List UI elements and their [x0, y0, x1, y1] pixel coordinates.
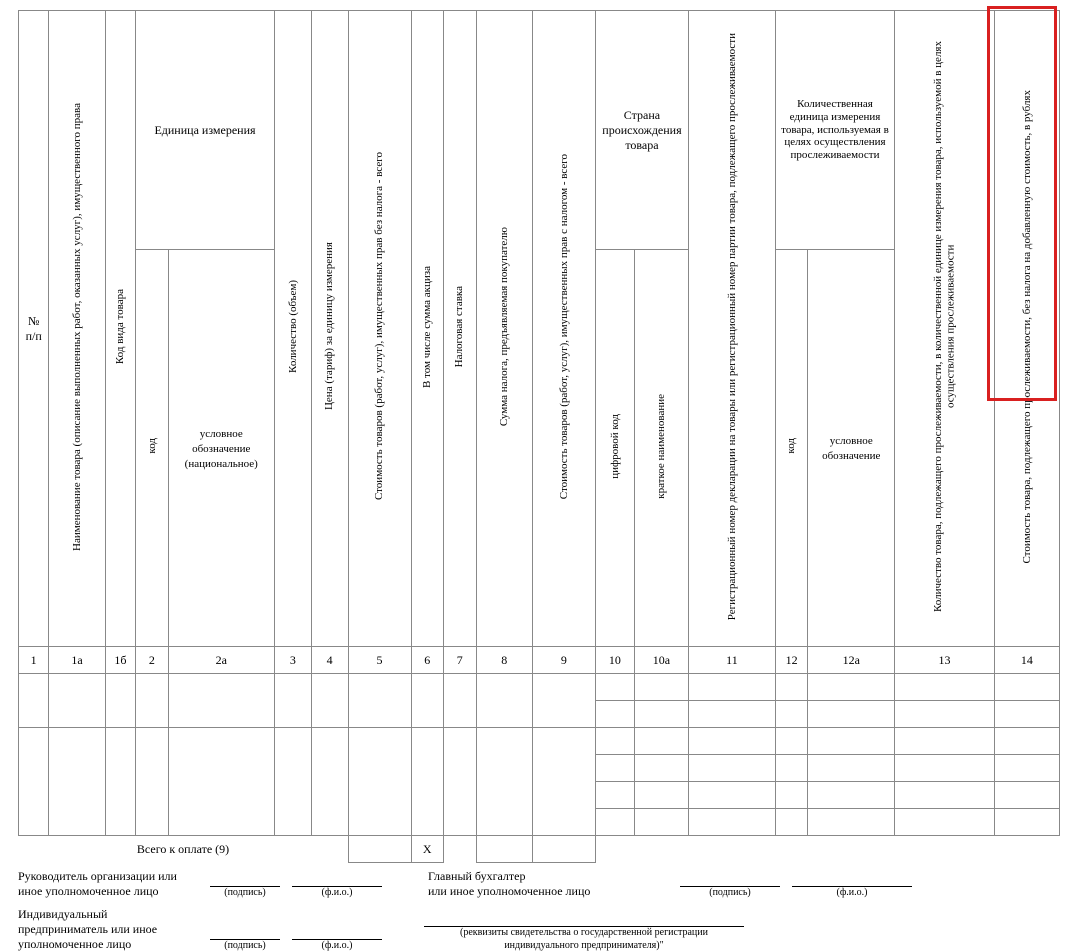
cn-3: 3 [274, 647, 311, 674]
sig-cap-sign: (подпись) [210, 940, 280, 952]
hdr-5: Стоимость товаров (работ, услуг), имущес… [373, 152, 386, 500]
hdr-qty-unit-group: Количественная единица измерения товара,… [778, 98, 892, 161]
cn-1b: 1б [105, 647, 135, 674]
hdr-4: Цена (тариф) за единицу измерения [323, 242, 336, 410]
cn-8: 8 [476, 647, 532, 674]
sig-line [292, 925, 382, 940]
hdr-unit-group: Единица измерения [154, 123, 255, 137]
hdr-country-group: Страна происхождения товара [602, 108, 681, 152]
hdr-6: В том числе сумма акциза [421, 266, 434, 388]
hdr-10a: краткое наименование [655, 394, 668, 499]
cn-1a: 1а [49, 647, 105, 674]
cn-10: 10 [595, 647, 634, 674]
sig-line [210, 872, 280, 887]
hdr-11: Регистрационный номер декларации на това… [726, 33, 739, 620]
cn-5: 5 [348, 647, 411, 674]
sig-line [680, 872, 780, 887]
cn-12a: 12а [808, 647, 895, 674]
hdr-10: цифровой код [609, 414, 622, 479]
sig-cap-reg: (реквизиты свидетельства о государственн… [424, 927, 744, 952]
cn-11: 11 [689, 647, 776, 674]
hdr-13: Количество товара, подлежащего прослежив… [932, 13, 957, 640]
hdr-7: Налоговая ставка [453, 286, 466, 367]
hdr-2a: условное обозначение (национальное) [185, 428, 258, 470]
sig-ip-label: Индивидуальный предприниматель или иное … [18, 907, 204, 952]
hdr-9: Стоимость товаров (работ, услуг), имущес… [558, 154, 571, 499]
signatures-block: Руководитель организации или иное уполно… [18, 869, 1060, 952]
sig-cap-fio: (ф.и.о.) [292, 940, 382, 952]
cn-4: 4 [311, 647, 348, 674]
column-number-row: 1 1а 1б 2 2а 3 4 5 6 7 8 9 10 10а 11 12 … [19, 647, 1060, 674]
sig-cap-sign: (подпись) [210, 887, 280, 900]
cn-14: 14 [994, 647, 1059, 674]
sig-acc-label: Главный бухгалтер или иное уполномоченно… [428, 869, 634, 899]
table-row [19, 728, 1060, 755]
hdr-1a: Наименование товара (описание выполненны… [71, 103, 84, 551]
sig-cap-fio: (ф.и.о.) [292, 887, 382, 900]
sig-line [210, 925, 280, 940]
cn-2a: 2а [168, 647, 274, 674]
cn-13: 13 [895, 647, 995, 674]
cn-12: 12 [775, 647, 808, 674]
hdr-3: Количество (объем) [287, 280, 300, 373]
document-page: № п/п Наименование товара (описание выпо… [0, 0, 1078, 627]
totals-row: Всего к оплате (9) X [19, 836, 1060, 863]
hdr-2: код [146, 438, 159, 454]
sig-head-label: Руководитель организации или иное уполно… [18, 869, 204, 899]
sig-line [792, 872, 912, 887]
total-x: X [423, 842, 432, 856]
col-num-label: № п/п [26, 314, 42, 343]
hdr-1b: Код вида товара [114, 289, 127, 364]
table-row [19, 674, 1060, 701]
sig-cap-sign: (подпись) [680, 887, 780, 900]
total-label: Всего к оплате (9) [137, 842, 229, 856]
cn-9: 9 [532, 647, 595, 674]
sig-line [424, 912, 744, 927]
cn-2: 2 [136, 647, 169, 674]
cn-6: 6 [411, 647, 444, 674]
invoice-table: № п/п Наименование товара (описание выпо… [18, 10, 1060, 863]
header-row-1: № п/п Наименование товара (описание выпо… [19, 11, 1060, 250]
sig-cap-fio: (ф.и.о.) [792, 887, 912, 900]
cn-7: 7 [444, 647, 477, 674]
sig-line [292, 872, 382, 887]
hdr-12a: условное обозначение [822, 435, 880, 462]
hdr-8: Сумма налога, предъявляемая покупателю [498, 227, 511, 426]
cn-1: 1 [19, 647, 49, 674]
hdr-14: Стоимость товара, подлежащего прослежива… [1021, 90, 1034, 564]
hdr-12: код [785, 438, 798, 454]
cn-10a: 10а [634, 647, 688, 674]
